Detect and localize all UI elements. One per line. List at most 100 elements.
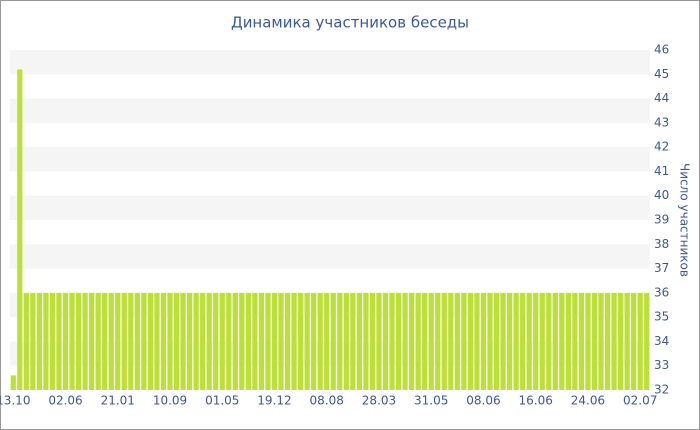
bar bbox=[454, 292, 460, 390]
y-tick-label: 41 bbox=[654, 164, 669, 178]
y-tick-label: 34 bbox=[654, 334, 669, 348]
bar bbox=[62, 292, 69, 390]
bar bbox=[415, 292, 421, 390]
grid-band bbox=[10, 147, 650, 172]
bar bbox=[186, 292, 193, 390]
bar bbox=[533, 292, 539, 390]
bar bbox=[350, 292, 356, 390]
bar bbox=[644, 292, 650, 390]
bar bbox=[624, 292, 630, 390]
bar bbox=[598, 292, 604, 390]
grid-band bbox=[10, 50, 650, 75]
x-tick-label: 21.01 bbox=[101, 394, 135, 408]
bar bbox=[395, 292, 402, 390]
bar bbox=[493, 292, 500, 390]
y-tick-label: 38 bbox=[654, 237, 669, 251]
bar bbox=[409, 292, 415, 390]
grid-band bbox=[10, 244, 650, 269]
y-tick-label: 45 bbox=[654, 67, 669, 81]
bar bbox=[89, 292, 95, 390]
bar bbox=[17, 69, 23, 390]
bar bbox=[546, 292, 552, 390]
x-tick-label: 02.06 bbox=[48, 394, 82, 408]
x-tick-label: 08.08 bbox=[310, 394, 344, 408]
bar bbox=[513, 292, 519, 390]
grid-band bbox=[10, 98, 650, 123]
bar bbox=[618, 292, 624, 390]
bar bbox=[363, 292, 369, 390]
bar bbox=[389, 292, 395, 390]
bar bbox=[226, 292, 232, 390]
bar bbox=[324, 292, 330, 390]
bar bbox=[271, 292, 278, 390]
y-tick-label: 46 bbox=[654, 43, 669, 57]
bar bbox=[75, 292, 82, 390]
bar bbox=[461, 292, 467, 390]
bar bbox=[56, 292, 62, 390]
bar bbox=[487, 292, 493, 390]
x-tick-label: 10.09 bbox=[153, 394, 187, 408]
bar bbox=[121, 292, 127, 390]
bar bbox=[428, 292, 434, 390]
x-tick-label: 13.10 bbox=[0, 394, 30, 408]
y-tick-label: 42 bbox=[654, 140, 669, 154]
bar bbox=[330, 292, 336, 390]
bar bbox=[337, 292, 343, 390]
bar bbox=[36, 292, 42, 390]
bar bbox=[219, 292, 225, 390]
bar bbox=[30, 292, 36, 390]
bar bbox=[356, 292, 362, 390]
bar bbox=[291, 292, 297, 390]
bar bbox=[382, 292, 389, 390]
bar bbox=[611, 292, 617, 390]
bar bbox=[559, 292, 565, 390]
bar bbox=[506, 292, 513, 390]
bar bbox=[108, 292, 114, 390]
bar bbox=[474, 292, 480, 390]
bar bbox=[552, 292, 558, 390]
bar bbox=[311, 292, 317, 390]
bar bbox=[565, 292, 571, 390]
y-tick-label: 33 bbox=[654, 358, 669, 372]
bar bbox=[102, 292, 108, 390]
bar bbox=[115, 292, 121, 390]
bar bbox=[232, 292, 238, 390]
bar bbox=[193, 292, 199, 390]
x-tick-label: 19.12 bbox=[257, 394, 291, 408]
bar bbox=[376, 292, 382, 390]
bar bbox=[206, 292, 212, 390]
bar bbox=[128, 292, 134, 390]
bar bbox=[200, 292, 206, 390]
bar bbox=[422, 292, 428, 390]
bar bbox=[637, 292, 643, 390]
bar bbox=[134, 292, 140, 390]
y-tick-label: 37 bbox=[654, 261, 669, 275]
bar bbox=[585, 292, 591, 390]
bar bbox=[245, 292, 251, 390]
bar bbox=[317, 292, 323, 390]
bar bbox=[578, 292, 585, 390]
x-tick-label: 08.06 bbox=[466, 394, 500, 408]
bar bbox=[49, 292, 56, 390]
bar bbox=[480, 292, 487, 390]
bar bbox=[435, 292, 441, 390]
bar bbox=[239, 292, 245, 390]
y-tick-label: 43 bbox=[654, 115, 669, 129]
bar bbox=[258, 292, 265, 390]
bar bbox=[43, 292, 49, 390]
bar bbox=[141, 292, 147, 390]
bar bbox=[284, 292, 291, 390]
bar bbox=[213, 292, 219, 390]
y-tick-label: 44 bbox=[654, 91, 669, 105]
bar bbox=[69, 292, 75, 390]
bar bbox=[591, 292, 598, 390]
bar bbox=[539, 292, 545, 390]
bar bbox=[23, 292, 29, 390]
chart-title: Динамика участников беседы bbox=[231, 14, 469, 32]
bar bbox=[526, 292, 532, 390]
bar bbox=[520, 292, 526, 390]
y-tick-label: 35 bbox=[654, 310, 669, 324]
y-tick-label: 36 bbox=[654, 285, 669, 299]
bar bbox=[265, 292, 271, 390]
